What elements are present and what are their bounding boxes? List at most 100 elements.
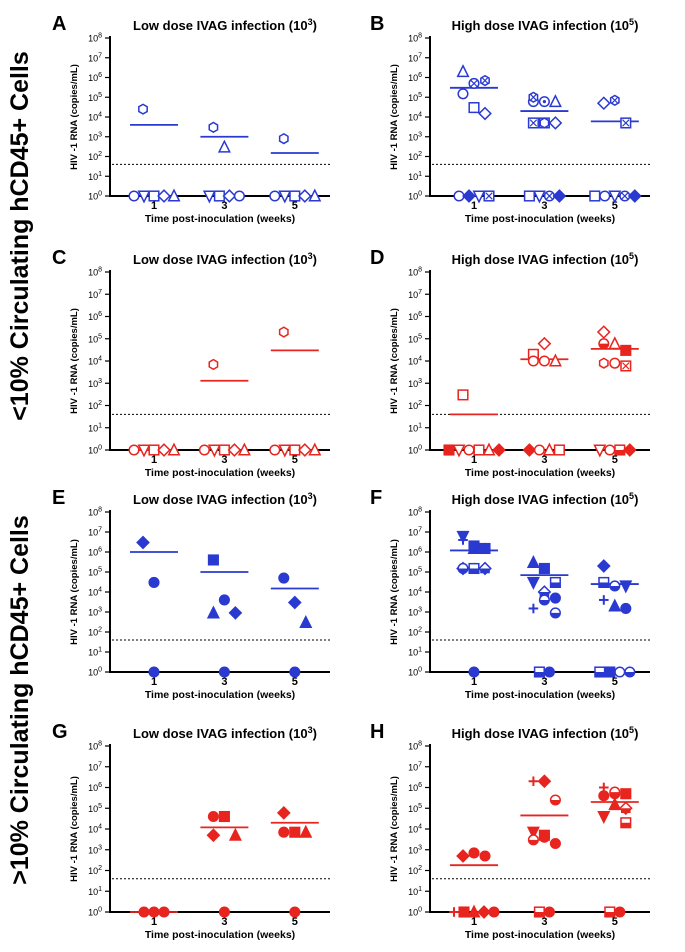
data-point xyxy=(552,189,567,203)
data-point xyxy=(479,850,491,862)
y-tick-label: 103 xyxy=(88,378,102,389)
data-point xyxy=(457,562,469,575)
y-tick-label: 103 xyxy=(88,844,102,855)
y-tick-label: 104 xyxy=(408,112,422,123)
data-point xyxy=(522,443,537,457)
data-point xyxy=(598,576,610,589)
panel-letter: G xyxy=(52,721,68,743)
y-tick-label: 104 xyxy=(88,112,102,123)
data-point xyxy=(549,837,561,850)
data-point xyxy=(614,906,626,918)
y-tick-label: 100 xyxy=(88,907,102,918)
data-point xyxy=(543,906,555,918)
data-point xyxy=(543,666,555,678)
data-point xyxy=(467,904,481,918)
panel-letter: C xyxy=(52,247,66,269)
data-point xyxy=(478,561,492,576)
data-point xyxy=(527,834,539,846)
panel-title: Low dose IVAG infection (103) xyxy=(133,491,317,507)
x-tick-label: 1 xyxy=(151,676,157,688)
data-point xyxy=(467,541,481,555)
y-tick-label: 108 xyxy=(88,507,102,518)
data-point xyxy=(468,562,480,575)
data-point xyxy=(218,906,230,918)
y-tick-label: 101 xyxy=(88,422,102,433)
data-point xyxy=(604,444,616,456)
data-point xyxy=(526,826,540,840)
data-point xyxy=(308,442,322,456)
y-tick-label: 102 xyxy=(88,151,102,162)
y-tick-label: 104 xyxy=(88,356,102,367)
panel-e: E Low dose IVAG infection (103) 100 101 102 1… xyxy=(52,487,330,701)
panel-letter: A xyxy=(52,13,66,35)
data-point xyxy=(604,906,616,918)
y-tick-label: 101 xyxy=(88,886,102,897)
panel-letter: E xyxy=(52,487,65,509)
y-tick-label: 101 xyxy=(88,171,102,182)
data-point xyxy=(157,189,171,203)
data-point xyxy=(289,906,301,918)
x-tick-label: 5 xyxy=(612,200,618,212)
y-tick-label: 105 xyxy=(408,333,422,344)
data-point xyxy=(222,189,237,203)
y-tick-label: 100 xyxy=(408,667,422,678)
data-point xyxy=(598,790,610,802)
panel-f: F High dose IVAG infection (105) 100 101 102… xyxy=(370,487,650,701)
data-point xyxy=(608,336,622,350)
data-point xyxy=(206,605,220,619)
side-label-bottom: >10% Circulating hCD45+ Cells xyxy=(6,515,34,885)
data-point xyxy=(472,190,486,204)
y-tick-label: 107 xyxy=(408,527,422,538)
y-tick-label: 104 xyxy=(88,587,102,598)
x-tick-label: 3 xyxy=(221,454,227,466)
panel-letter: B xyxy=(370,13,384,35)
data-point xyxy=(148,666,160,678)
data-point xyxy=(533,906,545,918)
y-tick-label: 108 xyxy=(88,33,102,44)
data-point xyxy=(537,336,552,351)
y-axis-label: HIV -1 RNA (copies/mL) xyxy=(69,776,80,882)
data-point xyxy=(278,444,292,458)
data-point xyxy=(207,444,221,458)
data-point xyxy=(207,810,219,823)
panel-title: High dose IVAG infection (105) xyxy=(452,251,639,267)
data-point xyxy=(128,444,140,456)
panel-title: High dose IVAG infection (105) xyxy=(452,491,639,507)
y-tick-label: 108 xyxy=(88,267,102,278)
y-tick-label: 101 xyxy=(408,171,422,182)
data-point xyxy=(468,847,480,859)
y-tick-label: 100 xyxy=(88,191,102,202)
y-tick-label: 100 xyxy=(88,445,102,456)
y-tick-label: 105 xyxy=(88,92,102,103)
y-tick-label: 103 xyxy=(408,844,422,855)
data-point xyxy=(609,357,621,369)
data-point xyxy=(456,849,470,863)
data-point xyxy=(528,91,539,103)
data-point xyxy=(228,606,243,620)
y-tick-label: 106 xyxy=(408,72,422,83)
x-tick-label: 1 xyxy=(471,676,477,688)
y-tick-label: 104 xyxy=(408,587,422,598)
x-axis-label: Time post-inoculation (weeks) xyxy=(145,929,295,941)
data-point xyxy=(202,190,216,204)
data-point xyxy=(148,576,160,589)
data-point xyxy=(167,188,181,202)
data-point xyxy=(609,786,621,798)
side-label-top: <10% Circulating hCD45+ Cells xyxy=(6,51,34,421)
data-point xyxy=(227,443,242,457)
y-tick-label: 105 xyxy=(408,803,422,814)
x-tick-label: 3 xyxy=(541,676,547,688)
data-point xyxy=(596,559,611,573)
data-point xyxy=(463,444,475,456)
data-point xyxy=(596,325,611,339)
data-point xyxy=(136,535,150,550)
y-tick-label: 100 xyxy=(408,191,422,202)
y-tick-label: 102 xyxy=(408,627,422,638)
data-point xyxy=(458,535,468,545)
data-point xyxy=(278,826,290,838)
data-point xyxy=(620,360,632,372)
y-tick-label: 103 xyxy=(88,131,102,142)
y-tick-label: 106 xyxy=(88,311,102,322)
data-point xyxy=(137,190,151,204)
data-point xyxy=(217,139,231,153)
